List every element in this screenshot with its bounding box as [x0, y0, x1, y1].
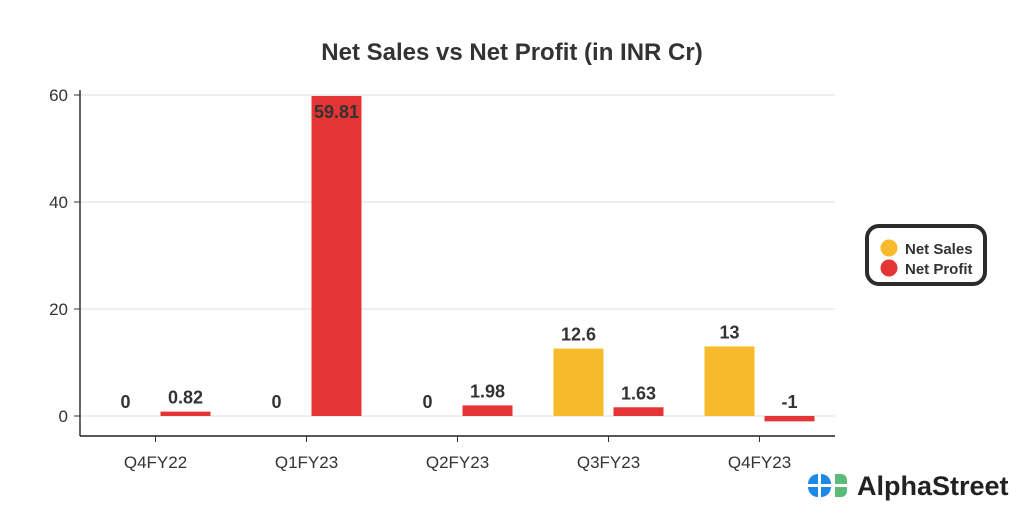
x-tick-label: Q1FY23 [275, 453, 338, 472]
chart-title: Net Sales vs Net Profit (in INR Cr) [321, 39, 702, 66]
legend-marker-net-sales [880, 239, 898, 257]
data-label: 12.6 [561, 325, 596, 345]
logo-text: AlphaStreet [857, 471, 1009, 501]
x-tick-label: Q2FY23 [426, 453, 489, 472]
bar-net-profit [160, 411, 211, 416]
x-tick-label: Q4FY22 [124, 453, 187, 472]
data-label: 0 [271, 392, 281, 412]
bars [160, 96, 815, 422]
bar-net-sales [553, 348, 604, 416]
bar-net-sales [704, 346, 755, 416]
logo-icon [808, 474, 847, 497]
y-tick-label: 60 [49, 86, 68, 105]
x-tick-label: Q4FY23 [728, 453, 791, 472]
data-label: 0 [120, 392, 130, 412]
y-tick-label: 0 [59, 407, 68, 426]
bar-net-profit [462, 405, 513, 416]
data-label: 1.63 [621, 383, 656, 403]
legend-marker-net-profit [880, 259, 898, 277]
bar-net-profit [764, 416, 815, 422]
legend-label-net-sales: Net Sales [905, 241, 973, 258]
x-tick-label: Q3FY23 [577, 453, 640, 472]
legend-label-net-profit: Net Profit [905, 261, 973, 278]
data-label: 59.81 [314, 102, 359, 122]
data-label: 1.98 [470, 381, 505, 401]
bar-net-profit [613, 407, 664, 416]
data-label: 0.82 [168, 388, 203, 408]
data-labels: 0 0.82 0 59.81 0 1.98 12.6 1.63 13 -1 [120, 102, 797, 412]
alphastreet-logo: AlphaStreet [808, 471, 1009, 501]
y-tick-label: 20 [49, 300, 68, 319]
data-label: 0 [422, 392, 432, 412]
legend: Net Sales Net Profit [865, 224, 987, 286]
bar-net-profit [311, 96, 362, 416]
axes: 0 20 40 60 Q4FY22 Q1FY23 Q2FY23 Q3FY23 Q4FY23 [49, 86, 835, 472]
data-label: -1 [781, 392, 797, 412]
y-tick-label: 40 [49, 193, 68, 212]
data-label: 13 [719, 322, 739, 342]
